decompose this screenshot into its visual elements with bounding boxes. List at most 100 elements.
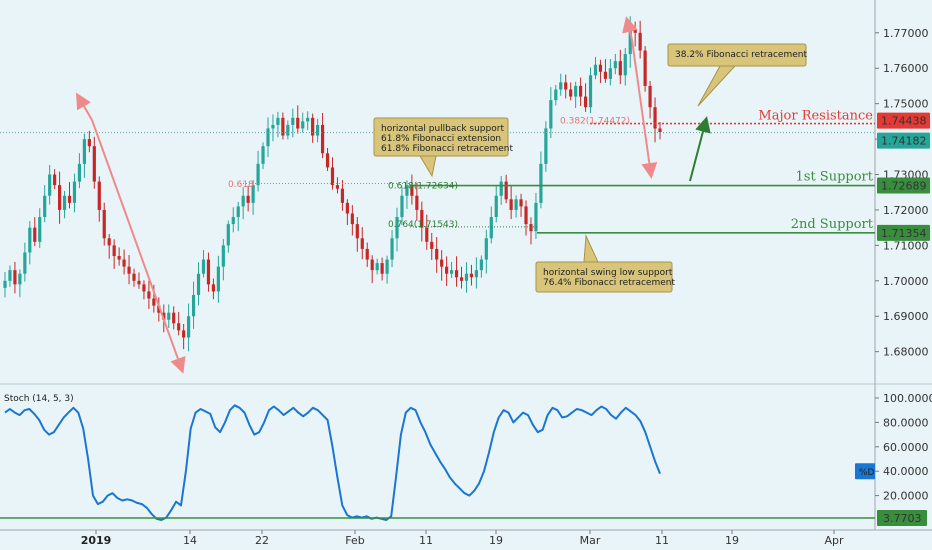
candle-body xyxy=(281,117,285,136)
candle-body xyxy=(132,273,136,281)
candle-body xyxy=(445,266,449,274)
major-resistance-price-tag: 1.74438 xyxy=(881,115,927,128)
candle-body xyxy=(479,259,483,271)
candle-body xyxy=(588,75,593,108)
candle-body xyxy=(28,227,32,253)
candle-body xyxy=(623,54,627,76)
candle-body xyxy=(152,298,156,306)
candle-body xyxy=(62,195,67,210)
pullback-support-callout-text: 61.8% Fibonacci extension xyxy=(381,134,501,144)
candle-body xyxy=(147,291,151,299)
candle-body xyxy=(648,85,652,108)
candle-body xyxy=(365,248,369,260)
candle-body xyxy=(355,224,359,239)
candle-body xyxy=(340,188,345,203)
candle-body xyxy=(38,217,42,242)
candle-body xyxy=(653,107,657,129)
swing-arrow xyxy=(75,92,93,121)
candle-body xyxy=(157,305,161,313)
stochastic-label: Stoch (14, 5, 3) xyxy=(4,394,74,404)
candle-body xyxy=(172,312,176,324)
candle-body xyxy=(266,128,270,147)
swing-low-callout-box xyxy=(535,261,673,293)
candle-body xyxy=(137,280,141,285)
candle-body xyxy=(549,100,553,129)
candle-body xyxy=(534,202,538,232)
second-support-price-tag: 1.71354 xyxy=(881,227,927,240)
price-tick-label: 1.68000 xyxy=(883,346,929,359)
candle-body xyxy=(539,163,543,203)
stoch-tick-label: 20.0000 xyxy=(883,490,929,503)
candle-body xyxy=(618,61,622,76)
candle-body xyxy=(345,202,349,214)
candle-body xyxy=(102,209,106,239)
candle-body xyxy=(459,277,464,281)
candle-body xyxy=(529,224,533,232)
candle-body xyxy=(430,241,434,249)
candle-body xyxy=(380,263,384,274)
candle-body xyxy=(251,185,255,203)
candle-body xyxy=(608,68,612,79)
candle-body xyxy=(221,245,225,267)
candle-body xyxy=(142,284,146,292)
candle-body xyxy=(77,163,82,182)
candle-body xyxy=(440,259,444,267)
candle-body xyxy=(544,128,548,164)
candle-body xyxy=(405,185,409,196)
candle-body xyxy=(191,294,196,317)
candle-body xyxy=(325,153,330,168)
first-support-price-tag-bg xyxy=(877,177,930,194)
candle-body xyxy=(628,29,632,55)
candle-body xyxy=(454,270,459,278)
candle-body xyxy=(469,273,474,278)
time-tick-label: Feb xyxy=(345,534,364,547)
decline-arrow xyxy=(91,119,186,374)
candle-body xyxy=(579,85,583,97)
time-tick-label: Apr xyxy=(824,534,844,547)
fib-retracement-callout-box xyxy=(667,43,807,67)
candle-body xyxy=(350,213,354,225)
candle-body xyxy=(330,167,335,186)
stoch-level-tag-bg xyxy=(877,510,927,526)
candle-body xyxy=(236,206,240,218)
candle-body xyxy=(43,195,47,218)
candle-body xyxy=(291,117,295,125)
candle-body xyxy=(360,238,364,249)
candle-body xyxy=(395,217,399,239)
candle-body xyxy=(127,266,131,274)
candle-body xyxy=(33,227,37,242)
candle-body xyxy=(375,263,379,271)
candle-body xyxy=(593,64,598,76)
stoch-tick-label: 80.0000 xyxy=(883,416,929,429)
candle-body xyxy=(23,252,27,274)
candle-body xyxy=(48,174,52,196)
candle-body xyxy=(196,273,201,295)
candle-body xyxy=(177,323,181,331)
candle-body xyxy=(97,181,101,210)
candle-body xyxy=(117,256,121,260)
candle-body xyxy=(484,238,488,260)
candle-body xyxy=(569,89,573,97)
candle-body xyxy=(519,199,523,207)
candle-body xyxy=(559,82,563,90)
pullback-support-callout-box xyxy=(373,117,509,157)
candle-body xyxy=(504,181,508,200)
candle-body xyxy=(370,259,374,271)
time-tick-label: 14 xyxy=(183,534,197,547)
time-tick-label: 19 xyxy=(725,534,739,547)
candle-body xyxy=(246,195,250,203)
price-tick-label: 1.72000 xyxy=(883,204,929,217)
time-tick-label: 2019 xyxy=(81,534,112,547)
price-tick-label: 1.77000 xyxy=(883,27,929,40)
top-arrow xyxy=(622,16,638,41)
fib-level-label: 0.764(1.71543) xyxy=(388,220,458,230)
candle-body xyxy=(3,280,7,288)
candle-body xyxy=(658,128,662,132)
candle-body xyxy=(390,238,394,260)
stoch-tick-label: 100.0000 xyxy=(883,392,932,405)
candle-body xyxy=(276,117,280,125)
price-tick-label: 1.76000 xyxy=(883,62,929,75)
candle-body xyxy=(554,89,558,101)
